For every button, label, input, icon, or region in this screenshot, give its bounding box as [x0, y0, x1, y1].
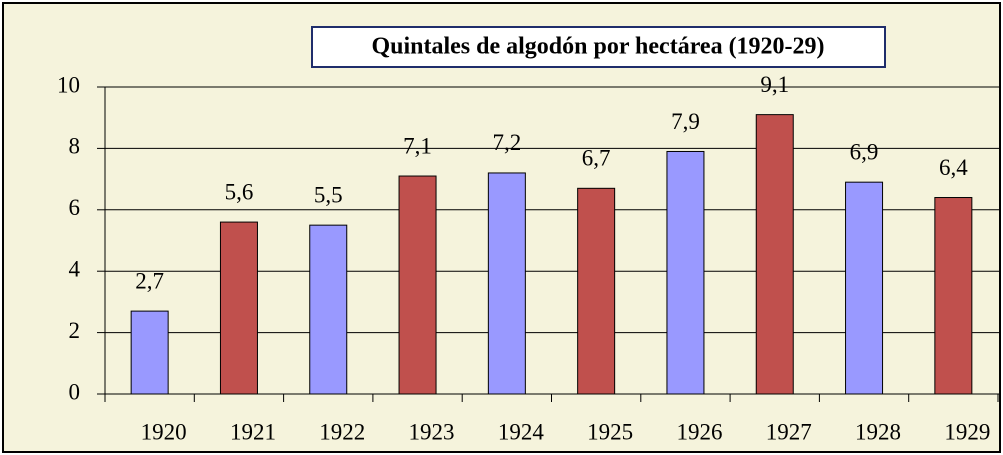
y-tick-label: 2 [69, 318, 81, 343]
bar [398, 175, 437, 395]
x-tick-label: 1924 [498, 419, 545, 444]
y-tick-label: 4 [69, 256, 81, 281]
value-label: 6,9 [850, 139, 879, 164]
x-tick-label: 1925 [587, 419, 633, 444]
x-tick-label: 1928 [855, 419, 901, 444]
x-tick-label: 1927 [766, 419, 812, 444]
bar [130, 310, 169, 395]
value-label: 7,2 [492, 130, 521, 155]
value-label: 5,6 [225, 179, 254, 204]
x-tick-label: 1923 [409, 419, 455, 444]
x-tick-label: 1921 [230, 419, 276, 444]
value-label: 2,7 [135, 268, 164, 293]
bar [577, 187, 616, 395]
x-tick-label: 1922 [319, 419, 365, 444]
y-tick-label: 6 [69, 195, 81, 220]
chart-title: Quintales de algodón por hectárea (1920-… [371, 34, 824, 60]
value-label: 6,7 [582, 146, 611, 171]
bar [666, 150, 705, 395]
value-label: 9,1 [760, 72, 789, 97]
bar [934, 197, 973, 395]
bar [487, 172, 526, 395]
y-tick-label: 0 [69, 379, 81, 404]
title-box [311, 26, 886, 68]
bar [309, 224, 348, 395]
y-tick-label: 10 [57, 72, 80, 97]
bar [755, 114, 794, 395]
value-label: 7,1 [403, 133, 432, 158]
value-label: 6,4 [939, 155, 968, 180]
x-tick-label: 1926 [676, 419, 722, 444]
value-label: 5,5 [314, 182, 343, 207]
value-label: 7,9 [671, 109, 700, 134]
x-tick-label: 1920 [141, 419, 187, 444]
x-tick-label: 1929 [944, 419, 990, 444]
bar [219, 221, 258, 395]
bar [845, 181, 884, 395]
y-tick-label: 8 [69, 134, 81, 159]
